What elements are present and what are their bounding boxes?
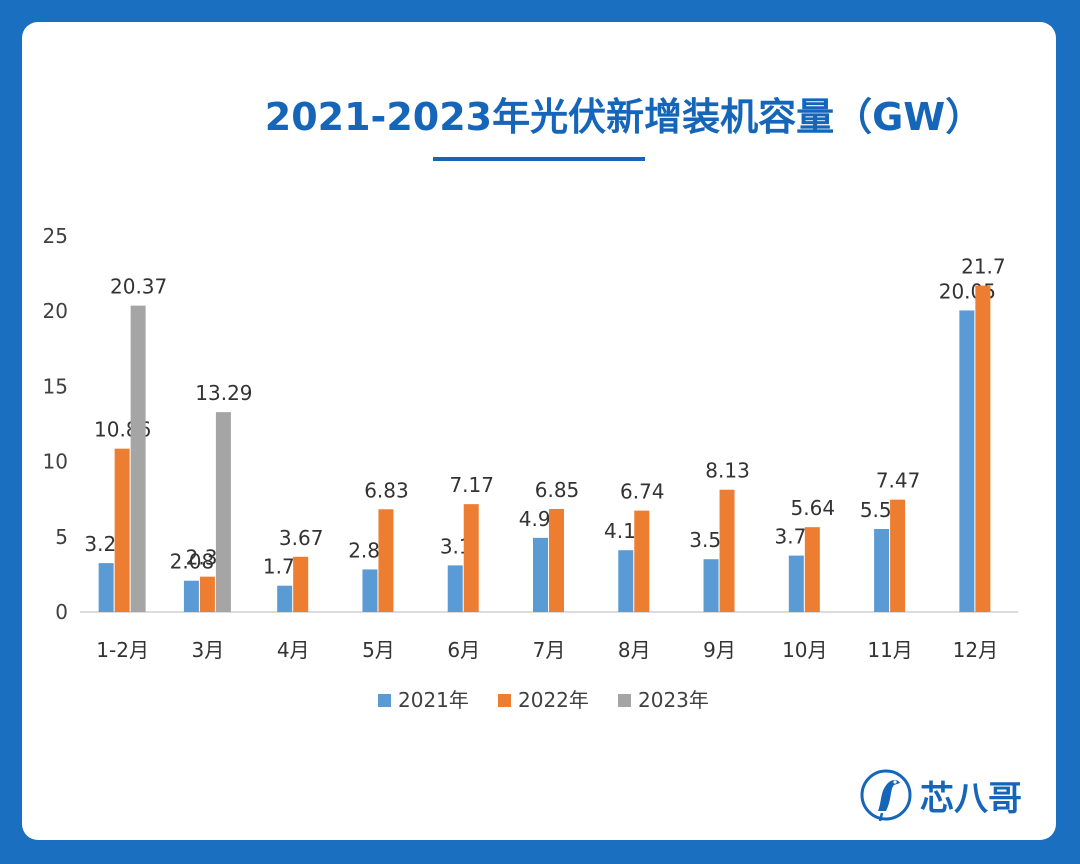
y-tick-label: 5 [55, 525, 68, 549]
x-tick-label: 3月 [192, 638, 225, 662]
title-underline [433, 157, 645, 161]
bar-1 [890, 499, 906, 612]
bar-0 [277, 585, 293, 612]
bar-0 [362, 569, 378, 612]
data-label: 20.37 [110, 275, 167, 299]
bar-0 [874, 528, 890, 612]
bar-chart: 05101520253.2510.8620.371-2月2.082.3513.2… [43, 224, 1018, 712]
x-tick-label: 5月 [362, 638, 395, 662]
chart-card: 2021-2023年光伏新增装机容量（GW） 0 5 10 15 20 25 3.25 10.… [22, 22, 1056, 840]
x-tick-label: 11月 [867, 638, 912, 662]
bar-0 [533, 537, 548, 612]
x-tick-label: 8月 [618, 638, 651, 662]
bar-0 [183, 580, 199, 612]
x-tick-label: 10月 [782, 638, 827, 662]
data-label: 13.29 [195, 381, 252, 405]
bar-0 [703, 559, 719, 612]
bar-1 [293, 556, 309, 612]
x-tick-label: 4月 [277, 638, 310, 662]
x-tick-label: 7月 [533, 638, 566, 662]
data-label: 2.08 [170, 550, 215, 574]
y-tick-label: 0 [55, 600, 68, 624]
heron-logo-icon [860, 769, 912, 822]
y-tick-label: 20 [43, 299, 68, 323]
bar-0 [959, 310, 975, 612]
bar-1 [719, 489, 735, 612]
y-tick-label: 15 [43, 374, 68, 398]
data-label: 6.85 [535, 478, 580, 502]
data-label: 7.17 [449, 473, 494, 497]
chart-title: 2021-2023年光伏新增装机容量（GW） [264, 95, 984, 139]
legend-swatch-0 [378, 694, 391, 707]
y-tick-label: 10 [43, 450, 68, 474]
x-tick-label: 1-2月 [96, 638, 149, 662]
bar-1 [975, 285, 991, 612]
legend-label: 2023年 [638, 688, 709, 712]
bar-2 [215, 412, 231, 612]
bar-0 [98, 563, 114, 612]
x-tick-label: 9月 [703, 638, 736, 662]
data-label: 21.7 [961, 255, 1006, 279]
data-label: 6.83 [364, 478, 409, 502]
y-tick-label: 25 [43, 224, 68, 248]
bar-1 [199, 576, 215, 612]
x-tick-label: 12月 [953, 638, 998, 662]
bar-0 [788, 555, 804, 612]
x-tick-label: 6月 [447, 638, 480, 662]
bar-2 [130, 305, 146, 612]
data-label: 5.64 [791, 496, 836, 520]
bar-1 [114, 448, 130, 612]
data-label: 3.67 [279, 526, 324, 550]
data-label: 6.74 [620, 480, 665, 504]
legend-swatch-2 [618, 694, 631, 707]
brand-logo: 芯八哥 [858, 767, 1022, 823]
bar-0 [447, 565, 463, 612]
bar-1 [804, 527, 820, 612]
bar-1 [549, 508, 564, 612]
bar-1 [378, 509, 394, 612]
legend-label: 2022年 [518, 688, 589, 712]
data-label: 8.13 [705, 459, 750, 483]
brand-logo-text: 芯八哥 [920, 778, 1022, 819]
legend-swatch-1 [498, 694, 511, 707]
bar-1 [634, 510, 650, 612]
bar-0 [618, 550, 634, 612]
bar-1 [463, 504, 479, 612]
legend-label: 2021年 [398, 688, 469, 712]
data-label: 7.47 [876, 469, 921, 493]
